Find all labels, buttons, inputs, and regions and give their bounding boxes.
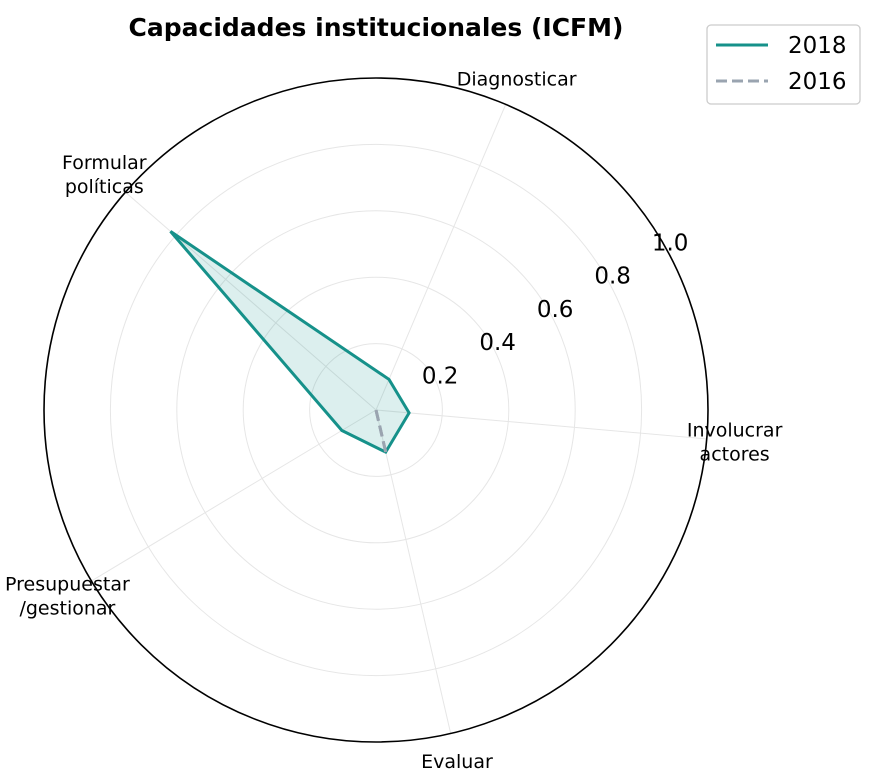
series-2018-line xyxy=(169,230,411,455)
grid-ring-2 xyxy=(176,210,576,610)
grid-ring-1 xyxy=(242,276,510,544)
axis-label-line: Involucrar xyxy=(687,419,783,441)
grid-spoke-3 xyxy=(91,409,377,582)
axis-label-line: Diagnosticar xyxy=(457,69,577,91)
grid-ring-3 xyxy=(109,143,643,677)
chart-title: Capacidades institucionales (ICFM) xyxy=(129,13,624,42)
legend-label-2016: 2016 xyxy=(788,69,847,95)
axis-labels: Involucrar actores Diagnosticar Formular pol… xyxy=(5,69,783,773)
axis-label-line: /gestionar xyxy=(19,597,115,619)
radial-tick-label: 0.6 xyxy=(537,297,574,323)
grid-ring-0 xyxy=(309,343,443,477)
radar-series xyxy=(169,230,411,455)
legend: 2018 2016 xyxy=(706,24,861,105)
axis-label-1: Diagnosticar xyxy=(457,69,577,91)
grid-spoke-4 xyxy=(375,409,452,734)
axis-label-line: Presupuestar xyxy=(5,573,130,595)
legend-label-2018: 2018 xyxy=(788,33,847,59)
radial-tick-label: 0.8 xyxy=(594,264,631,290)
axis-label-line: Evaluar xyxy=(421,751,493,773)
grid-spoke-2 xyxy=(125,191,377,411)
radial-tick-label: 0.4 xyxy=(479,330,516,356)
grid-spoke-0 xyxy=(375,409,707,440)
axis-label-2: Formular políticas xyxy=(62,152,147,198)
radial-tick-label: 1.0 xyxy=(652,231,689,257)
axis-label-3: Presupuestar/gestionar xyxy=(5,573,130,619)
radial-tick-labels: 0.2 0.4 0.6 0.8 1.0 xyxy=(422,231,689,390)
grid-spoke-1 xyxy=(375,104,507,411)
series-2018-area xyxy=(170,231,410,453)
axis-label-line: políticas xyxy=(65,176,144,198)
axis-label-line: Formular xyxy=(62,152,147,174)
radial-tick-label: 0.2 xyxy=(422,363,459,389)
axis-label-4: Evaluar xyxy=(421,751,493,773)
series-2016-segment-4 xyxy=(374,409,388,453)
radar-outer-frame xyxy=(43,77,709,743)
radar-grid xyxy=(91,104,707,734)
axis-label-line: actores xyxy=(700,443,770,465)
axis-label-0: Involucrar actores xyxy=(687,419,783,465)
